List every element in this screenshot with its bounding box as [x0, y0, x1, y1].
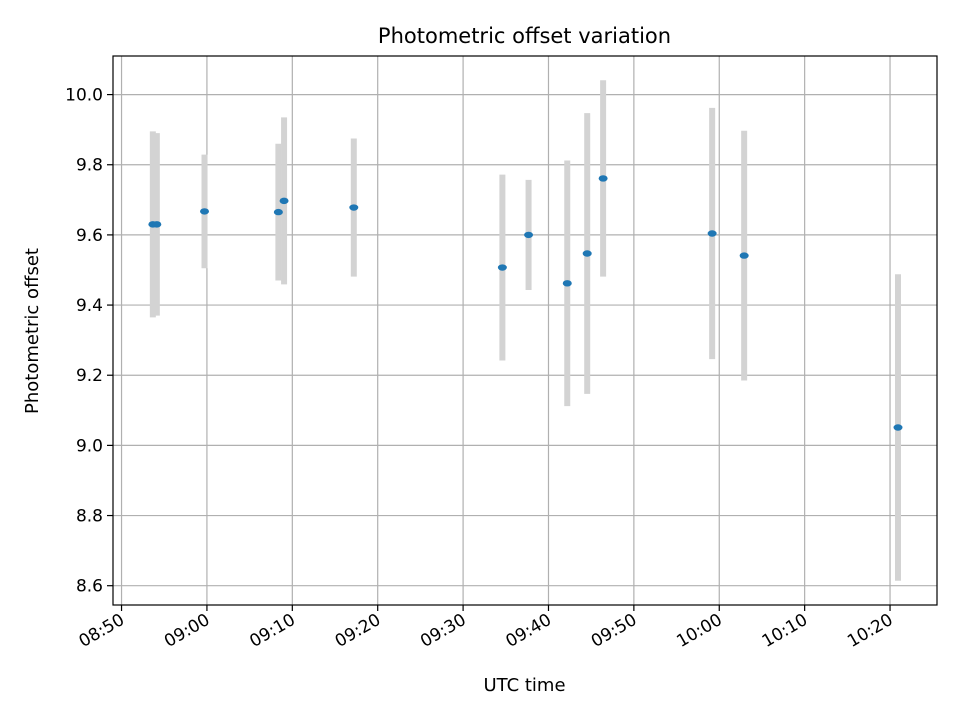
data-point: [497, 264, 507, 271]
data-points: [148, 175, 903, 431]
data-point: [582, 250, 592, 257]
x-tick-label: 10:00: [673, 610, 725, 652]
y-tick-label: 10.0: [65, 86, 103, 106]
x-tick-label: 09:50: [588, 610, 640, 652]
data-point: [893, 424, 903, 431]
grid: [113, 56, 937, 605]
x-tick-label: 09:30: [417, 610, 469, 652]
data-point: [524, 231, 534, 239]
x-axis: 08:50 09:00 09:10 09:20 09:30 09:40 09:50 10:00…: [76, 605, 897, 652]
x-tick-label: 09:20: [332, 610, 384, 652]
x-tick-label: 09:10: [246, 610, 298, 652]
data-point: [349, 204, 359, 211]
y-axis-label: Photometric offset: [22, 248, 43, 414]
error-bars: [149, 80, 902, 581]
data-point: [200, 208, 210, 215]
data-point: [273, 208, 283, 216]
data-point: [707, 230, 717, 237]
data-point: [598, 175, 608, 182]
y-tick-label: 9.4: [76, 296, 103, 316]
y-tick-label: 8.6: [76, 577, 103, 597]
x-tick-label: 09:40: [503, 610, 555, 652]
chart-title: Photometric offset variation: [378, 24, 671, 48]
x-tick-label: 09:00: [161, 610, 213, 652]
data-point: [562, 280, 572, 287]
x-tick-label: 10:20: [844, 610, 896, 652]
y-tick-label: 9.0: [76, 436, 103, 456]
y-tick-label: 9.2: [76, 366, 103, 386]
data-point: [739, 252, 749, 259]
y-tick-label: 9.6: [76, 226, 103, 246]
plot-frame: [112, 55, 938, 606]
x-axis-label: UTC time: [483, 675, 565, 696]
data-point: [152, 221, 162, 228]
x-tick-label: 10:10: [759, 610, 811, 652]
x-tick-label: 08:50: [76, 610, 128, 652]
y-tick-label: 8.8: [76, 507, 103, 527]
y-axis: 8.6 8.8 9.0 9.2 9.4 9.6 9.8 10.0: [65, 86, 113, 597]
data-point: [279, 197, 289, 205]
y-tick-label: 9.8: [76, 156, 103, 176]
